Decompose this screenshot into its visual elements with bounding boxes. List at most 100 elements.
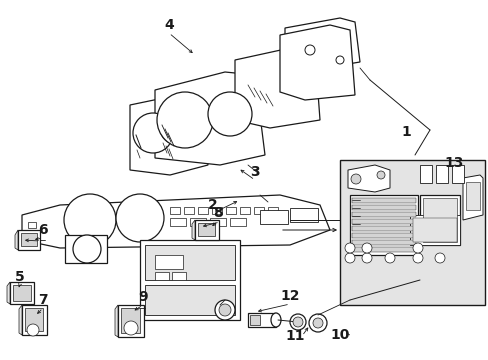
Bar — [409, 215, 459, 245]
Bar — [253, 207, 264, 214]
Circle shape — [215, 300, 235, 320]
Text: 8: 8 — [213, 206, 223, 220]
Circle shape — [434, 253, 444, 263]
Bar — [240, 207, 249, 214]
Polygon shape — [130, 95, 207, 175]
Bar — [451, 165, 463, 183]
Polygon shape — [285, 18, 359, 72]
Circle shape — [219, 304, 230, 316]
Bar — [225, 207, 236, 214]
Bar — [28, 230, 36, 235]
Bar — [18, 230, 40, 250]
Text: 10: 10 — [329, 328, 349, 342]
Polygon shape — [347, 165, 389, 192]
Bar — [155, 255, 183, 269]
Polygon shape — [15, 230, 18, 250]
Polygon shape — [22, 195, 329, 248]
Circle shape — [333, 31, 341, 39]
Circle shape — [361, 253, 371, 263]
Text: 3: 3 — [250, 165, 259, 179]
Bar — [422, 198, 456, 242]
Bar — [351, 240, 415, 245]
Bar — [195, 220, 219, 240]
Bar — [349, 195, 417, 255]
Bar — [170, 218, 185, 226]
Circle shape — [412, 243, 422, 253]
Circle shape — [361, 243, 371, 253]
Bar — [351, 212, 415, 217]
Circle shape — [160, 112, 192, 144]
Bar — [351, 198, 415, 203]
Bar — [140, 240, 240, 320]
Bar — [351, 219, 415, 224]
Circle shape — [412, 253, 422, 263]
Circle shape — [345, 253, 354, 263]
Text: 6: 6 — [38, 223, 48, 237]
Text: 5: 5 — [15, 270, 25, 284]
Circle shape — [73, 235, 101, 263]
Bar — [145, 245, 235, 280]
Bar — [155, 272, 169, 280]
Bar — [22, 305, 47, 335]
Text: 9: 9 — [138, 290, 147, 304]
Bar — [465, 182, 479, 210]
Bar — [65, 235, 107, 263]
Polygon shape — [280, 25, 354, 100]
Bar — [170, 207, 180, 214]
Bar — [145, 285, 235, 315]
Bar — [190, 218, 205, 226]
Circle shape — [295, 36, 304, 44]
Bar — [172, 272, 185, 280]
Bar — [351, 233, 415, 238]
Circle shape — [27, 324, 39, 336]
Bar — [25, 308, 43, 331]
Circle shape — [312, 318, 323, 328]
Bar — [412, 218, 456, 242]
Bar — [183, 207, 194, 214]
Circle shape — [116, 194, 163, 242]
Bar — [121, 308, 140, 333]
Text: 7: 7 — [38, 293, 48, 307]
Circle shape — [384, 253, 394, 263]
Polygon shape — [115, 305, 118, 337]
Circle shape — [376, 171, 384, 179]
Bar — [419, 165, 431, 183]
Ellipse shape — [270, 313, 281, 327]
Bar — [28, 222, 36, 228]
Bar — [267, 207, 278, 214]
Circle shape — [308, 314, 326, 332]
Text: 13: 13 — [444, 156, 463, 170]
Text: 4: 4 — [164, 18, 174, 32]
Polygon shape — [235, 48, 319, 128]
Text: 11: 11 — [285, 329, 304, 343]
Polygon shape — [7, 282, 10, 304]
Circle shape — [345, 243, 354, 253]
Bar — [13, 285, 31, 301]
Circle shape — [64, 194, 116, 246]
Bar — [21, 233, 37, 246]
Bar — [419, 195, 459, 245]
Bar — [118, 305, 143, 337]
Bar — [247, 313, 275, 327]
Bar — [351, 205, 415, 210]
Circle shape — [124, 321, 138, 335]
Bar — [249, 315, 260, 325]
Bar — [198, 223, 215, 236]
Circle shape — [305, 45, 314, 55]
Bar — [10, 282, 34, 304]
Text: 1: 1 — [400, 125, 410, 139]
Bar — [260, 210, 287, 224]
Bar — [339, 160, 484, 305]
Polygon shape — [155, 72, 264, 165]
Polygon shape — [19, 305, 22, 335]
Circle shape — [289, 314, 305, 330]
Polygon shape — [462, 175, 482, 220]
Circle shape — [292, 317, 303, 327]
Circle shape — [133, 113, 173, 153]
Circle shape — [350, 174, 360, 184]
Bar — [351, 226, 415, 231]
Circle shape — [207, 92, 251, 136]
Bar — [289, 208, 317, 222]
Bar — [209, 218, 225, 226]
Bar — [351, 247, 415, 252]
